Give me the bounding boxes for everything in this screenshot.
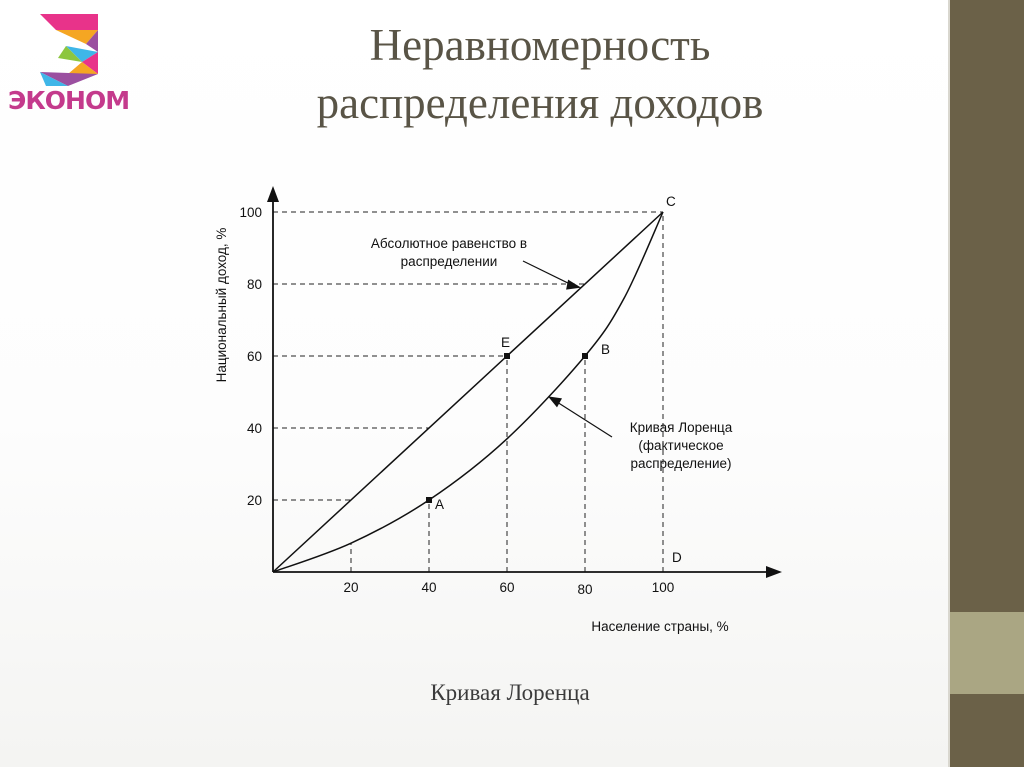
logo-shard: [82, 52, 98, 74]
slide-title: Неравномерность распределения доходов: [230, 16, 850, 132]
logo-shard: [86, 30, 98, 52]
y-tick-label: 40: [247, 421, 262, 436]
slide-title-line-2: распределения доходов: [316, 78, 764, 128]
x-tick-label: 40: [421, 580, 436, 595]
lorenz-annotation-arrow: [555, 400, 613, 438]
equality-annotation-arrow: [522, 260, 574, 287]
logo-shard: [66, 46, 98, 62]
logo-shard: [58, 46, 82, 62]
x-axis-arrowhead: [766, 566, 782, 578]
y-tick-label: 60: [247, 349, 262, 364]
logo-shard: [68, 62, 98, 74]
equality-line: [272, 211, 664, 573]
point-label-c: C: [666, 194, 676, 209]
guide-lines: [273, 211, 664, 572]
equality-annotation-line: Абсолютное равенство в: [371, 236, 527, 251]
lorenz-annotation-line: Кривая Лоренца: [630, 420, 733, 435]
y-tick-label: 100: [239, 205, 262, 220]
chart-annotations: Абсолютное равенство в распределении Крива…: [371, 236, 733, 471]
slide-title-line-1: Неравномерность: [369, 20, 711, 70]
x-tick-label: 100: [652, 580, 675, 595]
side-accent-bar-bottom: [950, 694, 1024, 767]
x-tick-label: 20: [343, 580, 358, 595]
side-accent-bar-top: [950, 0, 1024, 612]
logo-shard: [40, 72, 98, 86]
side-divider: [948, 0, 950, 767]
lorenz-annotation-line: (фактическое: [638, 438, 723, 453]
logo-wordmark: ЭКОНОМ: [8, 86, 130, 115]
y-axis-arrowhead: [267, 186, 279, 202]
y-tick-label: 80: [247, 277, 262, 292]
chart-axes: [267, 186, 782, 578]
multicolor-letter-e-logo-icon: [40, 14, 98, 86]
point-marker-b: [582, 353, 588, 359]
y-axis-title: Национальный доход, %: [214, 228, 229, 383]
logo-shard: [40, 14, 98, 30]
chart-series: [272, 211, 664, 573]
y-tick-label: 20: [247, 493, 262, 508]
lorenz-curve: [272, 211, 664, 573]
chart-caption: Кривая Лоренца: [430, 680, 590, 705]
x-tick-label: 60: [499, 580, 514, 595]
chart-tick-labels: 20 40 60 80 100 20 40 60 80 100: [239, 205, 674, 597]
logo-shard: [56, 30, 98, 44]
point-label-e: E: [501, 335, 510, 350]
slide-background: [0, 0, 950, 767]
equality-annotation-line: распределении: [401, 254, 498, 269]
point-marker-a: [426, 497, 432, 503]
x-axis-title: Население страны, %: [591, 619, 728, 634]
x-tick-label: 80: [577, 582, 592, 597]
chart-points: A E B C D: [426, 194, 682, 565]
point-label-a: A: [435, 497, 444, 512]
side-accent-bar-middle: [950, 612, 1024, 694]
point-label-d: D: [672, 550, 682, 565]
lorenz-curve-chart: A E B C D Абсолютное равенство в распределени…: [214, 186, 782, 634]
lorenz-arrowhead: [548, 396, 562, 408]
lorenz-annotation-line: распределение): [630, 456, 731, 471]
logo-shard: [40, 72, 68, 86]
equality-arrowhead: [566, 279, 582, 290]
point-label-b: B: [601, 342, 610, 357]
point-marker-e: [504, 353, 510, 359]
